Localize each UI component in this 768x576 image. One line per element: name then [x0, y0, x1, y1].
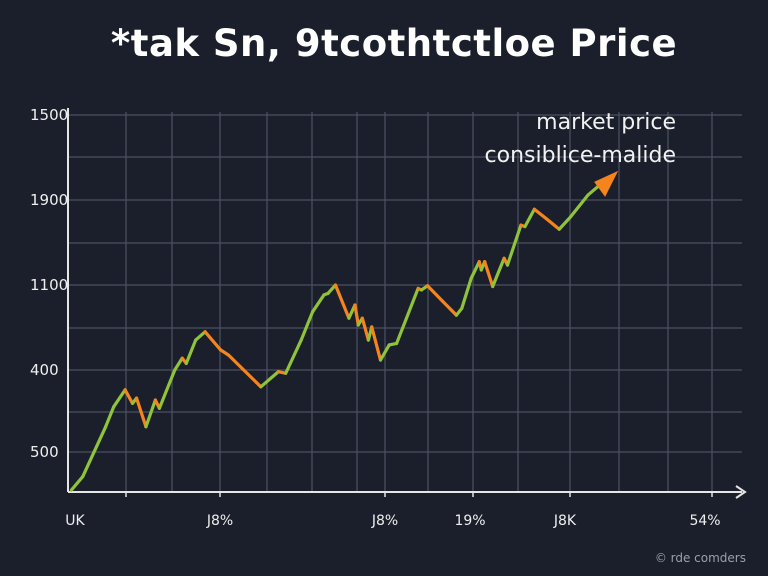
price-line-segment — [378, 343, 391, 362]
price-line-segment — [203, 330, 223, 352]
price-line-segment — [532, 207, 548, 220]
price-line-segment — [157, 368, 177, 410]
chart-title: *tak Sn, 9tcothtctloe Price — [110, 22, 678, 65]
price-line-segment — [505, 223, 523, 267]
price-line-segment — [483, 260, 495, 289]
price-line-segment — [104, 405, 116, 429]
price-line-segment — [441, 300, 459, 317]
annotation-subtitle: consiblice-malide — [484, 143, 676, 168]
price-line-segment — [184, 338, 198, 366]
footer-credit: © rde comders — [654, 551, 746, 565]
price-line-segment — [395, 286, 420, 346]
price-line-segment — [259, 370, 280, 389]
x-tick-label: 54% — [689, 513, 720, 529]
price-line-segment — [123, 388, 135, 406]
x-tick-label: 19% — [454, 513, 485, 529]
price-line-segment — [569, 193, 590, 219]
price-line-segment — [460, 276, 473, 311]
y-tick-label: 500 — [30, 443, 59, 461]
annotation-market-price: market price — [536, 110, 676, 135]
x-tick-label: UK — [65, 513, 85, 529]
price-line-segment — [144, 398, 157, 429]
price-line-segment — [360, 316, 370, 342]
price-line-segment — [469, 260, 481, 280]
x-tick-label: J8% — [206, 513, 233, 529]
x-axis-arrow — [735, 485, 747, 499]
price-line-segment — [353, 303, 360, 327]
price-line-segment — [112, 388, 127, 409]
price-line-segment — [194, 330, 207, 342]
y-tick-label: 1500 — [30, 106, 68, 124]
price-line-segment — [218, 348, 231, 357]
price-line-segment — [173, 356, 184, 372]
y-tick-label: 1900 — [30, 191, 68, 209]
price-line-segment — [284, 338, 303, 375]
price-line-segment — [81, 425, 108, 479]
price-line-segment — [134, 396, 148, 429]
price-line-segment — [326, 283, 338, 295]
price-line-segment — [425, 284, 445, 304]
y-tick-label: 1100 — [30, 276, 68, 294]
x-tick-label: J8K — [553, 513, 577, 529]
price-line-segment — [227, 353, 263, 389]
price-line-segment — [299, 310, 315, 342]
y-tick-label: 400 — [30, 361, 59, 379]
x-tick-label: J8% — [371, 513, 398, 529]
price-line-segment — [557, 215, 573, 231]
price-line-segment — [311, 293, 326, 314]
price-line-segment — [370, 325, 383, 362]
price-line-segment — [544, 216, 561, 231]
price-line-segment — [69, 474, 85, 492]
price-line-segment — [333, 283, 351, 320]
price-line-segment — [523, 207, 536, 229]
price-line-segment — [491, 256, 506, 289]
trend-arrow-head — [594, 170, 619, 197]
